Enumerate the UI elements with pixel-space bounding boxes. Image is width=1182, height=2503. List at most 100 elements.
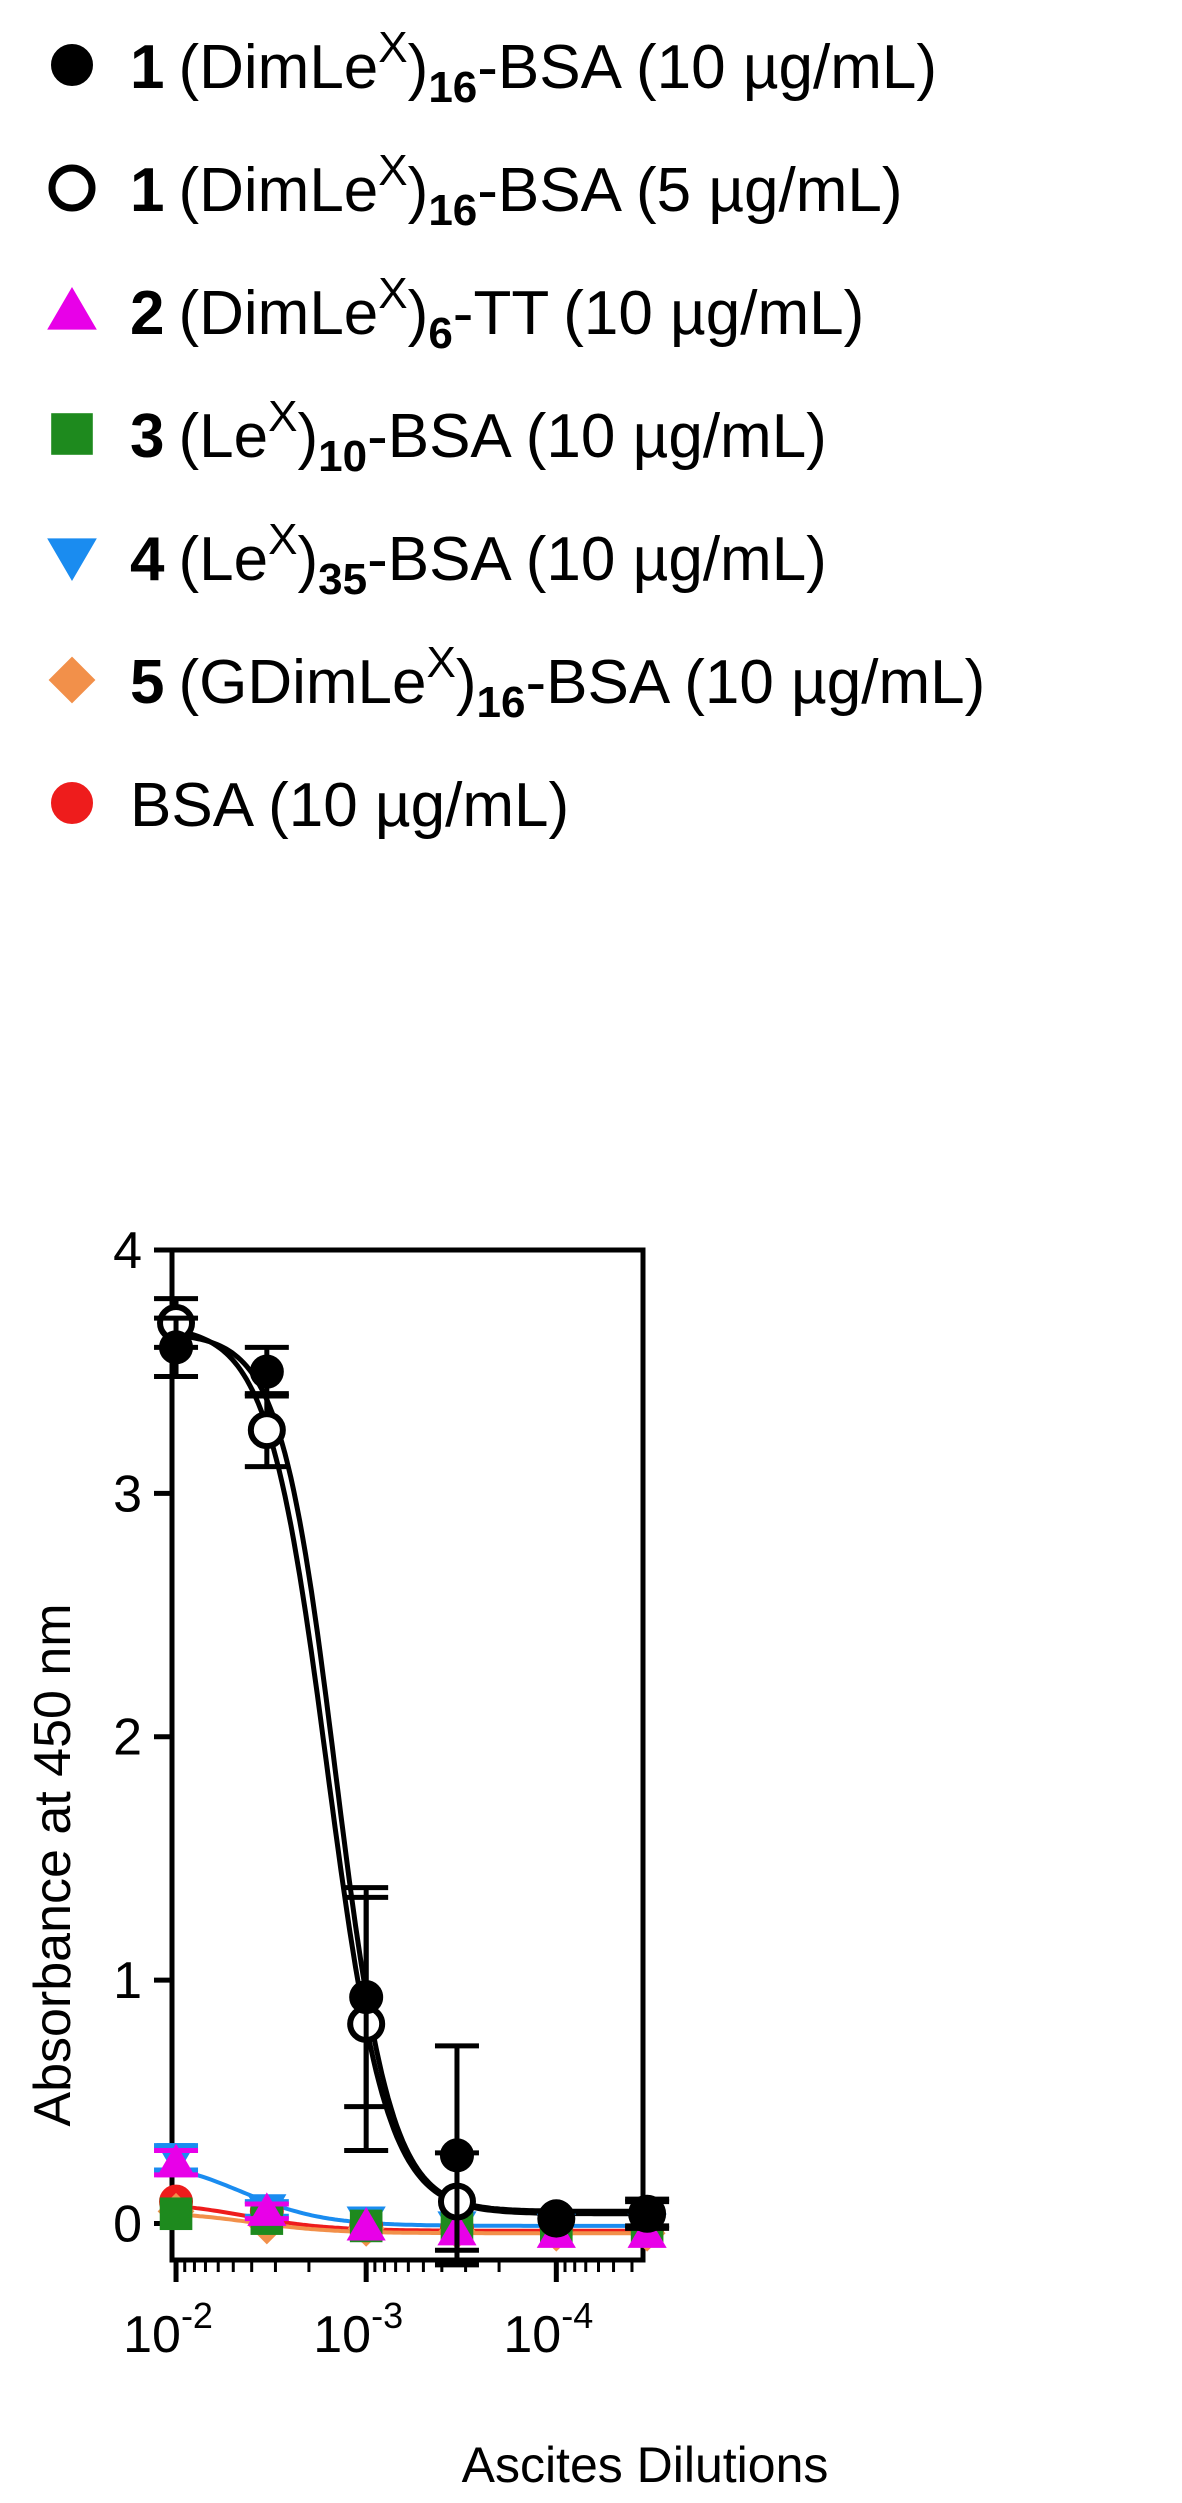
legend-sup-text: X <box>268 392 298 441</box>
legend-marker-shape <box>51 782 93 824</box>
data-point <box>247 2192 287 2226</box>
legend-num-text: 4 <box>130 525 165 594</box>
data-points <box>154 1296 670 2268</box>
y-axis-label: Absorbance at 450 nm <box>24 1603 82 2126</box>
legend-sup-text: X <box>378 269 408 318</box>
legend-label: BSA (10 µg/mL) <box>130 766 569 846</box>
legend-marker-shape <box>47 538 97 581</box>
series-group <box>159 2197 664 2248</box>
legend-marker-shape <box>48 164 96 212</box>
chart-legend: 1 (DimLeX)16-BSA (10 µg/mL) 1 (DimLeX)16-BSA… <box>0 0 1182 1220</box>
legend-concentration-text: (10 µg/mL) <box>684 648 986 717</box>
legend-item: 1 (DimLeX)16-BSA (5 µg/mL) <box>0 131 1182 251</box>
y-tick-label: 1 <box>113 1952 142 2010</box>
legend-num-text: 3 <box>130 402 165 471</box>
legend-post-text: ) <box>297 525 319 594</box>
x-axis-label: Ascites Dilutions <box>462 2437 829 2493</box>
legend-sub-text: 16 <box>476 678 526 727</box>
legend-sub-text: 35 <box>318 555 368 604</box>
x-tick-base: 10 <box>123 2306 181 2364</box>
legend-sub-text: 16 <box>428 186 478 235</box>
legend-tail-text: -BSA <box>367 402 512 471</box>
legend-marker-shape <box>51 413 93 455</box>
legend-num-text: 1 <box>130 156 165 225</box>
legend-item: 3 (LeX)10-BSA (10 µg/mL) <box>0 377 1182 497</box>
legend-post-text: ) <box>407 33 429 102</box>
legend-label: 1 (DimLeX)16-BSA (10 µg/mL) <box>130 26 938 110</box>
x-tick-exponent: -4 <box>561 2295 593 2336</box>
legend-label: 2 (DimLeX)6-TT (10 µg/mL) <box>130 272 865 356</box>
x-tick-exponent: -2 <box>181 2295 213 2336</box>
series-group <box>154 1296 670 2253</box>
series-group <box>157 2192 666 2252</box>
legend-pre-text: (Le <box>178 525 269 594</box>
legend-marker-shape <box>48 656 96 704</box>
legend-pre-text: (DimLe <box>178 156 379 225</box>
y-tick-label: 4 <box>113 1222 142 1280</box>
legend-sup-text: X <box>426 638 456 687</box>
legend-num-text: 1 <box>130 33 165 102</box>
legend-concentration-text: (10 µg/mL) <box>268 771 570 840</box>
legend-tail-text: -BSA <box>525 648 671 717</box>
legend-sub-text: 16 <box>428 63 478 112</box>
legend-marker-icon <box>51 413 93 455</box>
legend-concentration-text: (5 µg/mL) <box>635 156 903 225</box>
data-point <box>346 2206 386 2241</box>
data-point <box>156 2143 196 2178</box>
legend-num-text: 5 <box>130 648 165 717</box>
series-group <box>154 1315 670 2268</box>
data-point <box>159 1330 194 1365</box>
legend-sub-text: 10 <box>318 432 368 481</box>
data-point <box>247 1411 286 1450</box>
legend-post-text: ) <box>407 279 429 348</box>
x-tick-base: 10 <box>313 2306 371 2364</box>
legend-marker-shape <box>51 44 93 86</box>
series-group <box>154 2143 667 2248</box>
legend-pre-text: (GDimLe <box>178 648 427 717</box>
x-tick-label: 10-2 <box>123 2295 213 2364</box>
legend-sup-text: X <box>378 23 408 72</box>
legend-sup-text: X <box>268 515 298 564</box>
data-point <box>249 1354 284 1389</box>
series-group <box>159 2184 665 2248</box>
legend-label: 5 (GDimLeX)16-BSA (10 µg/mL) <box>130 641 986 725</box>
legend-marker-icon <box>51 44 93 86</box>
legend-marker-icon <box>51 782 93 824</box>
plot-frame <box>169 1247 646 2263</box>
legend-num-text: 2 <box>130 279 165 348</box>
legend-item: BSA (10 µg/mL) <box>0 746 1182 866</box>
legend-concentration-text: (10 µg/mL) <box>525 402 827 471</box>
legend-item: 1 (DimLeX)16-BSA (10 µg/mL) <box>0 8 1182 128</box>
data-point <box>439 2138 474 2173</box>
legend-pre-text: (DimLe <box>178 33 379 102</box>
legend-post-text: ) <box>407 156 429 225</box>
legend-post-text: ) <box>297 402 319 471</box>
legend-concentration-text: (10 µg/mL) <box>635 33 938 102</box>
x-tick-label: 10-4 <box>503 2295 593 2364</box>
data-point <box>539 2199 574 2234</box>
legend-pre-text: (Le <box>178 402 269 471</box>
legend-pre-text: BSA <box>130 771 255 840</box>
legend-item: 5 (GDimLeX)16-BSA (10 µg/mL) <box>0 623 1182 743</box>
legend-marker-icon <box>47 538 97 581</box>
legend-marker-icon <box>47 287 97 330</box>
legend-marker-icon <box>48 656 96 704</box>
fit-curve-line <box>175 1328 648 2217</box>
x-tick-exponent: -3 <box>371 2295 403 2336</box>
y-tick-label: 0 <box>113 2195 142 2253</box>
x-tick-base: 10 <box>503 2306 561 2364</box>
legend-label: 3 (LeX)10-BSA (10 µg/mL) <box>130 395 827 479</box>
legend-tail-text: -BSA <box>367 525 512 594</box>
y-tick-label: 3 <box>113 1465 142 1523</box>
y-tick-label: 2 <box>113 1709 142 1767</box>
legend-pre-text: (DimLe <box>178 279 379 348</box>
legend-tail-text: -BSA <box>477 156 622 225</box>
legend-concentration-text: (10 µg/mL) <box>563 279 865 348</box>
data-point <box>349 1980 384 2015</box>
legend-label: 4 (LeX)35-BSA (10 µg/mL) <box>130 518 827 602</box>
legend-label: 1 (DimLeX)16-BSA (5 µg/mL) <box>130 149 903 233</box>
data-point <box>630 2196 665 2231</box>
legend-sub-text: 6 <box>428 309 453 358</box>
